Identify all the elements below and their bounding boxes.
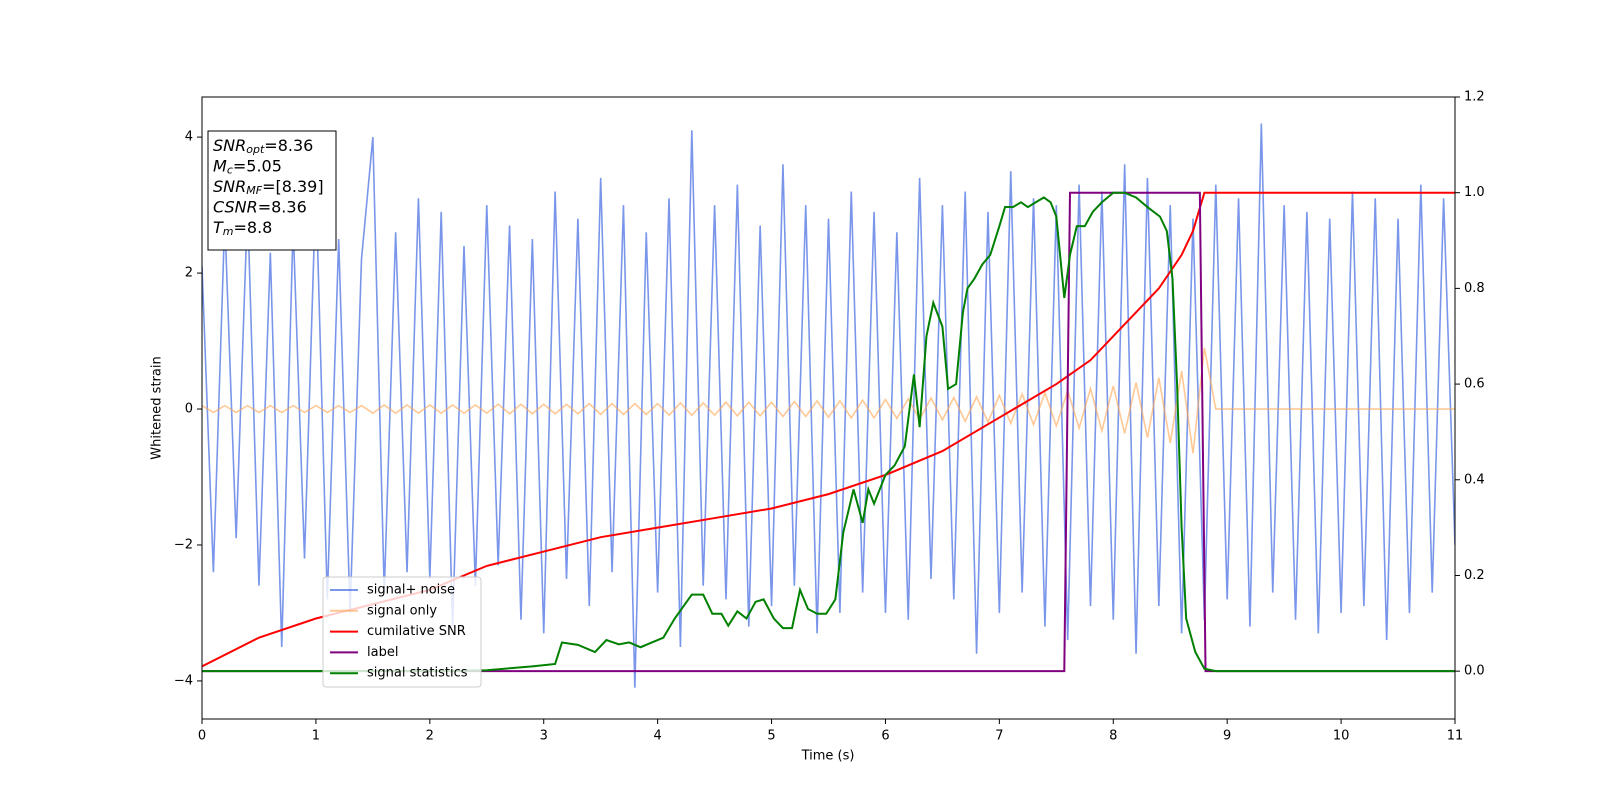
info-line: Tm=8.8 (213, 218, 272, 239)
x-tick-label: 0 (198, 729, 206, 744)
series-line (202, 191, 1455, 673)
info-subscript: opt (246, 143, 265, 156)
info-value: =8.36 (258, 197, 307, 216)
y2-tick-label: 1.2 (1464, 90, 1485, 105)
y-tick-label: 2 (185, 266, 193, 281)
info-symbol: T (213, 218, 224, 237)
y2-tick-label: 0.2 (1464, 568, 1485, 583)
y-axis-label: Whitened strain (150, 356, 165, 459)
x-tick-label: 11 (1447, 729, 1464, 744)
legend-label: signal+ noise (367, 583, 455, 598)
info-value: =8.8 (234, 218, 273, 237)
y2-tick-label: 0.6 (1464, 377, 1485, 392)
info-symbol: M (213, 156, 227, 175)
info-box (207, 130, 337, 251)
y-tick-label: −4 (174, 673, 193, 688)
info-line: CSNR=8.36 (213, 197, 307, 216)
series-line (202, 123, 1455, 688)
legend-label: signal statistics (367, 666, 468, 681)
y-tick-label: −2 (174, 537, 193, 552)
info-subscript: c (227, 164, 233, 177)
plot-frame (201, 96, 1456, 720)
info-line: SNRMF=[8.39] (213, 177, 324, 198)
info-subscript: m (223, 225, 234, 238)
info-value: =[8.39] (262, 177, 324, 196)
x-tick-label: 6 (881, 729, 889, 744)
info-line: SNRopt=8.36 (213, 136, 313, 157)
x-tick-label: 2 (426, 729, 434, 744)
series-line (202, 347, 1455, 454)
x-tick-label: 7 (995, 729, 1003, 744)
legend-box (322, 576, 482, 688)
legend-label: signal only (367, 603, 437, 618)
legend-label: cumilative SNR (367, 624, 466, 639)
x-tick-label: 8 (1109, 729, 1117, 744)
y2-tick-label: 0.4 (1464, 472, 1485, 487)
info-line: Mc=5.05 (213, 156, 282, 177)
y-tick-label: 0 (185, 402, 193, 417)
legend: signal+ noise signal only cumilative SNR la… (322, 576, 482, 688)
y2-tick-label: 0.8 (1464, 281, 1485, 296)
x-tick-label: 1 (312, 729, 320, 744)
x-tick-label: 4 (653, 729, 661, 744)
x-tick-label: 10 (1333, 729, 1350, 744)
info-symbol: SNR (213, 177, 246, 196)
x-tick-label: 5 (767, 729, 775, 744)
info-value: =5.05 (233, 156, 282, 175)
x-axis-label: Time (s) (801, 749, 855, 764)
legend-label: label (367, 645, 398, 660)
info-subscript: MF (246, 184, 262, 197)
x-tick-label: 3 (540, 729, 548, 744)
x-tick-label: 9 (1223, 729, 1231, 744)
info-symbol: CSNR (213, 197, 258, 216)
info-symbol: SNR (213, 136, 246, 155)
y2-tick-label: 0.0 (1464, 664, 1485, 679)
info-value: =8.36 (264, 136, 313, 155)
y-tick-label: 4 (185, 130, 193, 145)
y2-tick-label: 1.0 (1464, 185, 1485, 200)
